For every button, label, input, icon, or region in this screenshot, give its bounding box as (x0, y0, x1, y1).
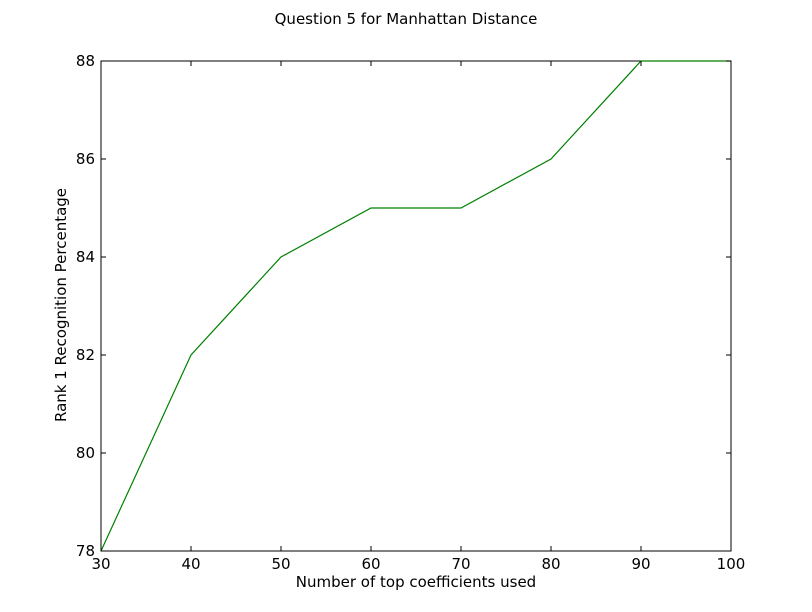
y-tick-label: 86 (76, 150, 95, 168)
plot-axes (100, 60, 732, 552)
x-tick-label: 80 (541, 555, 560, 573)
plot-frame (100, 60, 732, 552)
series-line-0 (100, 60, 731, 552)
y-axis-label: Rank 1 Recognition Percentage (52, 188, 70, 422)
x-tick-label: 90 (631, 555, 650, 573)
x-tick-label: 70 (451, 555, 470, 573)
chart-title: Question 5 for Manhattan Distance (275, 10, 538, 28)
x-tick-label: 50 (271, 555, 290, 573)
x-tick-label: 60 (361, 555, 380, 573)
y-tick-label: 84 (76, 248, 95, 266)
x-tick-label: 40 (181, 555, 200, 573)
plot-series (100, 60, 731, 552)
x-tick-label: 100 (717, 555, 746, 573)
axis-ticks: 30 40 50 60 70 80 90 100 78 80 82 84 86 88 (76, 52, 745, 573)
x-axis-label: Number of top coefficients used (296, 573, 536, 591)
y-tick-label: 82 (76, 346, 95, 364)
y-tick-label: 78 (76, 542, 95, 560)
y-tick-label: 80 (76, 444, 95, 462)
x-tick-label: 30 (91, 555, 110, 573)
y-tick-label: 88 (76, 52, 95, 70)
